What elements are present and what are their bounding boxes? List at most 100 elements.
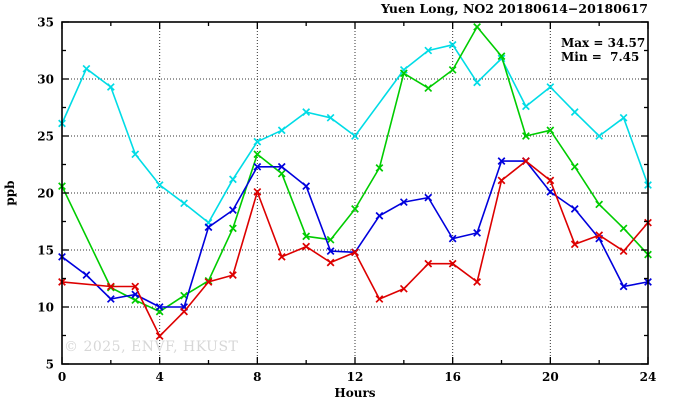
- data-point-marker: [131, 150, 140, 159]
- x-tick-label-20: 20: [542, 370, 559, 384]
- data-point-marker: [448, 234, 457, 243]
- data-point-marker: [473, 228, 481, 237]
- series-cyan: [58, 40, 652, 227]
- data-point-marker: [399, 198, 408, 207]
- data-point-marker: [570, 162, 579, 171]
- data-point-marker: [595, 231, 604, 240]
- data-point-marker: [253, 137, 262, 146]
- max-annotation: Max = 34.57: [561, 36, 645, 50]
- x-tick-label-24: 24: [640, 370, 657, 384]
- data-point-marker: [326, 258, 335, 267]
- data-point-marker: [253, 187, 262, 196]
- series-cyan-markers: [58, 40, 652, 227]
- series-red-line: [61, 160, 649, 337]
- data-point-marker: [522, 102, 530, 111]
- data-point-marker: [277, 162, 286, 171]
- data-point-marker: [448, 40, 457, 49]
- data-point-marker: [546, 187, 555, 196]
- data-point-marker: [229, 224, 237, 233]
- tick-labels: 0 4 8 12 16 20 24 5 10 15 20 25 30 35: [37, 16, 656, 385]
- data-point-marker: [546, 176, 555, 185]
- data-point-marker: [180, 307, 188, 316]
- data-point-marker: [546, 83, 555, 91]
- series-cyan-line: [61, 44, 649, 224]
- x-tick-label-12: 12: [347, 370, 364, 384]
- data-point-marker: [82, 271, 91, 279]
- data-point-marker: [302, 242, 311, 251]
- data-point-marker: [326, 235, 335, 244]
- data-point-marker: [497, 157, 506, 165]
- y-axis-label: ppb: [3, 180, 17, 205]
- data-point-marker: [302, 182, 311, 191]
- data-point-marker: [351, 205, 359, 213]
- data-point-marker: [277, 252, 286, 261]
- y-tick-label-35: 35: [37, 16, 54, 30]
- series-red-markers: [58, 157, 652, 340]
- data-point-marker: [82, 64, 91, 73]
- data-point-marker: [473, 278, 481, 286]
- series-red: [58, 157, 652, 340]
- data-point-marker: [155, 332, 164, 340]
- y-tick-label-25: 25: [37, 130, 54, 144]
- data-point-marker: [424, 259, 433, 268]
- data-point-marker: [375, 211, 384, 220]
- data-point-marker: [473, 23, 481, 31]
- data-point-marker: [155, 303, 164, 311]
- data-point-marker: [229, 175, 237, 184]
- data-point-marker: [619, 282, 628, 291]
- data-point-marker: [522, 157, 530, 165]
- y-tick-label-10: 10: [37, 301, 54, 315]
- data-point-marker: [131, 296, 140, 305]
- data-point-marker: [229, 271, 237, 279]
- data-point-marker: [473, 78, 481, 87]
- data-point-marker: [522, 132, 530, 140]
- data-point-marker: [375, 295, 384, 303]
- data-point-marker: [399, 69, 408, 78]
- series-blue-markers: [58, 157, 652, 311]
- data-point-marker: [277, 169, 286, 178]
- data-point-marker: [180, 199, 188, 208]
- min-annotation: Min = 7.45: [561, 50, 639, 64]
- data-point-marker: [351, 248, 359, 257]
- data-point-marker: [424, 46, 433, 55]
- y-tick-label-20: 20: [37, 187, 54, 201]
- data-point-marker: [229, 206, 237, 215]
- axes: [61, 21, 649, 365]
- series-green-line: [61, 26, 649, 313]
- data-point-marker: [106, 295, 115, 303]
- data-point-marker: [497, 176, 506, 185]
- series-blue: [58, 157, 652, 311]
- y-tick-label-15: 15: [37, 244, 54, 258]
- data-point-marker: [399, 284, 408, 293]
- data-point-marker: [497, 52, 506, 61]
- x-tick-label-0: 0: [58, 370, 66, 384]
- chart-title: Yuen Long, NO2 20180614−20180617: [380, 1, 648, 16]
- gridlines: [62, 22, 648, 364]
- data-point-marker: [570, 108, 579, 116]
- data-point-marker: [106, 83, 115, 91]
- data-point-marker: [351, 132, 359, 140]
- y-tick-label-5: 5: [46, 358, 54, 372]
- data-point-marker: [448, 259, 457, 268]
- data-point-marker: [570, 205, 579, 213]
- watermark: © 2025, ENVF, HKUST: [64, 339, 239, 355]
- data-point-marker: [204, 223, 213, 232]
- data-point-marker: [155, 181, 164, 189]
- x-axis-label: Hours: [334, 386, 375, 400]
- data-point-marker: [302, 232, 311, 241]
- data-point-marker: [277, 126, 286, 135]
- data-point-marker: [106, 282, 115, 291]
- data-point-marker: [253, 162, 262, 171]
- data-point-marker: [595, 132, 604, 140]
- data-point-marker: [619, 113, 628, 122]
- data-point-marker: [424, 84, 433, 93]
- data-point-marker: [326, 247, 335, 256]
- data-point-marker: [595, 200, 604, 209]
- data-point-marker: [619, 224, 628, 233]
- data-point-marker: [326, 113, 335, 122]
- data-point-marker: [375, 164, 384, 172]
- data-point-marker: [253, 150, 262, 159]
- y-tick-label-30: 30: [37, 73, 54, 87]
